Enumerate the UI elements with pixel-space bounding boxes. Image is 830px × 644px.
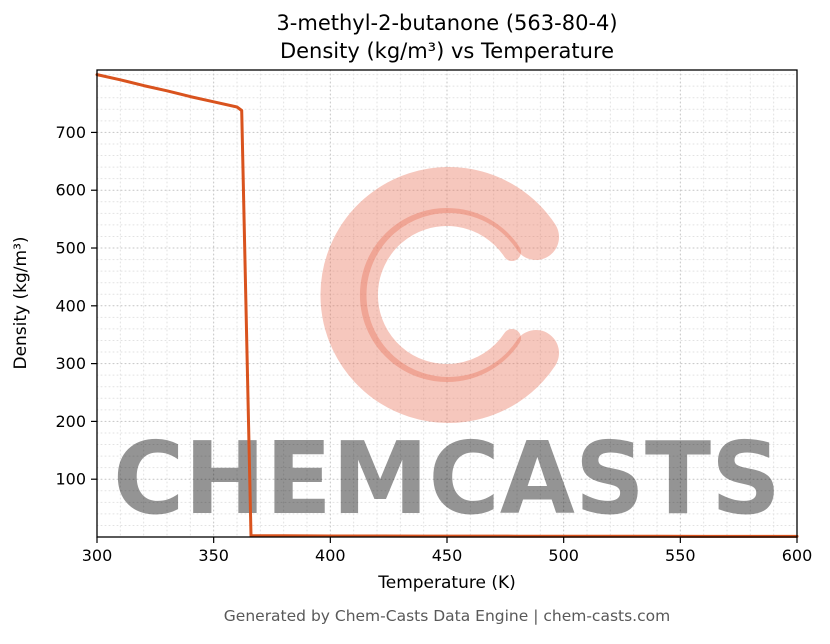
watermark-c-inner-swirl-icon — [360, 208, 521, 382]
chart-title-line1: 3-methyl-2-butanone (563-80-4) — [276, 11, 617, 35]
y-axis-label: Density (kg/m³) — [11, 236, 31, 369]
grid-major-lines — [96, 69, 798, 538]
y-tick-label: 300 — [55, 354, 86, 373]
x-tick-label: 500 — [548, 546, 579, 565]
y-tick-label: 500 — [55, 239, 86, 258]
x-tick-label: 400 — [315, 546, 346, 565]
density-series-line — [95, 73, 799, 538]
x-tick-label: 450 — [432, 546, 463, 565]
footer-attribution: Generated by Chem-Casts Data Engine | ch… — [224, 607, 670, 625]
x-tick-label: 300 — [82, 546, 113, 565]
chart-title-line2: Density (kg/m³) vs Temperature — [280, 39, 614, 63]
y-tick-label: 100 — [55, 470, 86, 489]
x-tick-label: 350 — [198, 546, 229, 565]
watermark-text: CHEMCASTS — [113, 420, 781, 537]
x-tick-label: 550 — [665, 546, 696, 565]
watermark-c-swirl-icon — [320, 167, 559, 423]
y-tick-label: 700 — [55, 123, 86, 142]
x-tick-label: 600 — [782, 546, 813, 565]
axis-tick-labels: 300 350 400 450 500 550 600 100 200 300 400 500 600 7… — [55, 123, 812, 565]
y-tick-label: 400 — [55, 296, 86, 315]
y-tick-label: 200 — [55, 412, 86, 431]
y-tick-label: 600 — [55, 181, 86, 200]
axis-tick-marks — [91, 131, 798, 543]
chemcasts-watermark: CHEMCASTS — [113, 167, 781, 537]
x-axis-label: Temperature (K) — [377, 573, 516, 593]
